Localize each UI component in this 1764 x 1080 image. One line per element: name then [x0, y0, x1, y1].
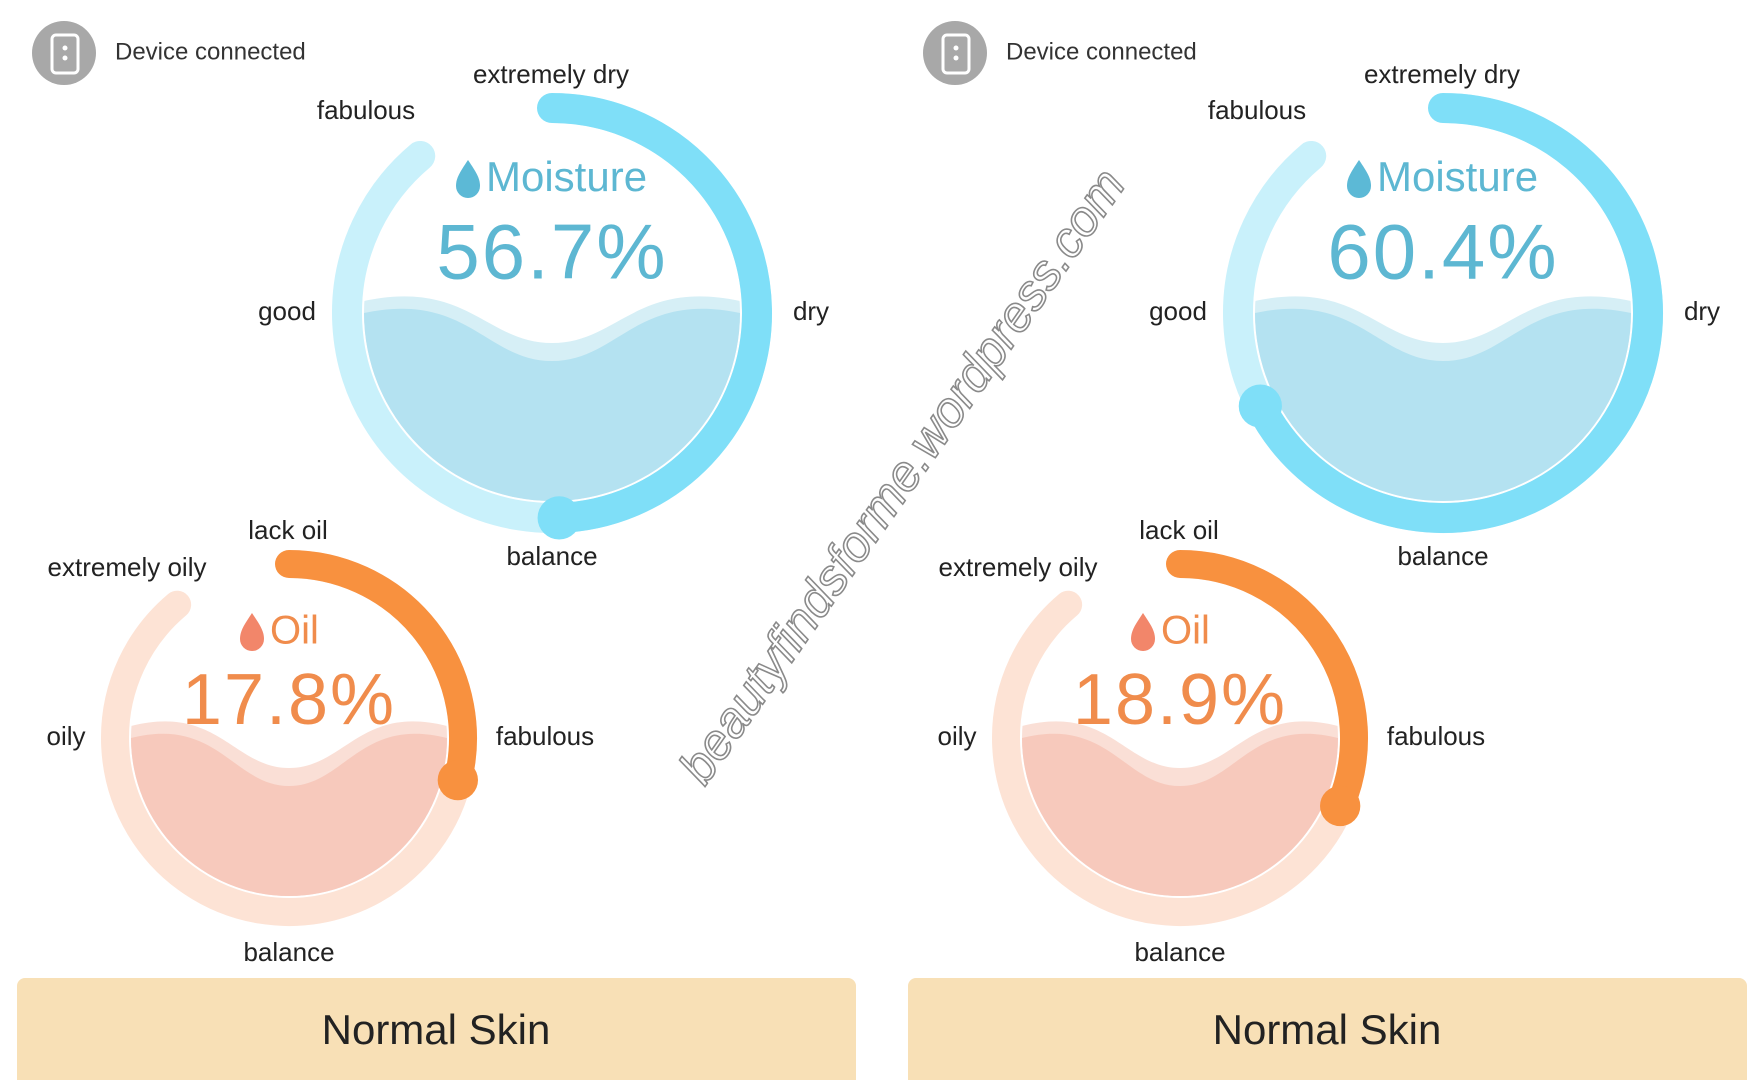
drop-icon: [240, 613, 264, 651]
gauge-knob: [537, 496, 581, 540]
gauge-value: 56.7%: [436, 208, 667, 296]
scale-label: oily: [937, 721, 976, 751]
gauge-knob: [437, 759, 478, 801]
gauge-title: Moisture: [1377, 153, 1538, 200]
gauge-arc: [1166, 550, 1368, 820]
gauge-title: Moisture: [486, 153, 647, 200]
drop-icon: [1347, 160, 1371, 198]
gauge-value: 60.4%: [1327, 208, 1558, 296]
scale-label: dry: [1684, 296, 1720, 326]
scale-label: good: [1149, 296, 1207, 326]
scale-label: fabulous: [496, 721, 594, 751]
scale-label: balance: [1134, 937, 1225, 967]
wave-front: [1255, 308, 1631, 501]
gauge-arc: [1245, 93, 1663, 533]
gauge-value: 17.8%: [182, 660, 396, 740]
device-icon: [32, 21, 96, 85]
gauge-arc: [275, 550, 477, 795]
scale-label: dry: [793, 296, 829, 326]
scale-label: fabulous: [1208, 95, 1306, 125]
device-status: Device connected: [1006, 38, 1197, 65]
gauge-title: Oil: [270, 609, 319, 653]
skin-type: Normal Skin: [1213, 1006, 1442, 1053]
scale-label: extremely oily: [939, 552, 1098, 582]
gauge-title: Oil: [1161, 609, 1210, 653]
wave-front: [364, 308, 740, 501]
device-icon-body: [50, 33, 80, 75]
scale-label: extremely oily: [48, 552, 207, 582]
gauge-value: 18.9%: [1073, 660, 1287, 740]
drop-icon: [456, 160, 480, 198]
drop-icon: [1131, 613, 1155, 651]
gauge-knob: [1320, 785, 1361, 827]
device-icon-dot: [62, 55, 68, 61]
skin-type: Normal Skin: [322, 1006, 551, 1053]
scale-label: fabulous: [1387, 721, 1485, 751]
device-icon-dot: [953, 55, 959, 61]
wave-front: [1022, 733, 1338, 896]
scale-label: good: [258, 296, 316, 326]
scale-label: fabulous: [317, 95, 415, 125]
scale-label: oily: [46, 721, 85, 751]
scale-label: extremely dry: [473, 59, 629, 89]
scale-label: balance: [243, 937, 334, 967]
device-status: Device connected: [115, 38, 306, 65]
scale-label: balance: [1397, 541, 1488, 571]
gauge-arc: [537, 93, 772, 533]
gauge-knob: [1238, 384, 1282, 428]
scale-label: extremely dry: [1364, 59, 1520, 89]
scale-label: lack oil: [1139, 515, 1218, 545]
device-icon-body: [941, 33, 971, 75]
skin-type-bar: [17, 978, 856, 1080]
wave-front: [131, 733, 447, 896]
device-icon: [923, 21, 987, 85]
scale-label: lack oil: [248, 515, 327, 545]
device-icon-dot: [953, 45, 959, 51]
skin-type-bar: [908, 978, 1747, 1080]
device-icon-dot: [62, 45, 68, 51]
scale-label: balance: [506, 541, 597, 571]
